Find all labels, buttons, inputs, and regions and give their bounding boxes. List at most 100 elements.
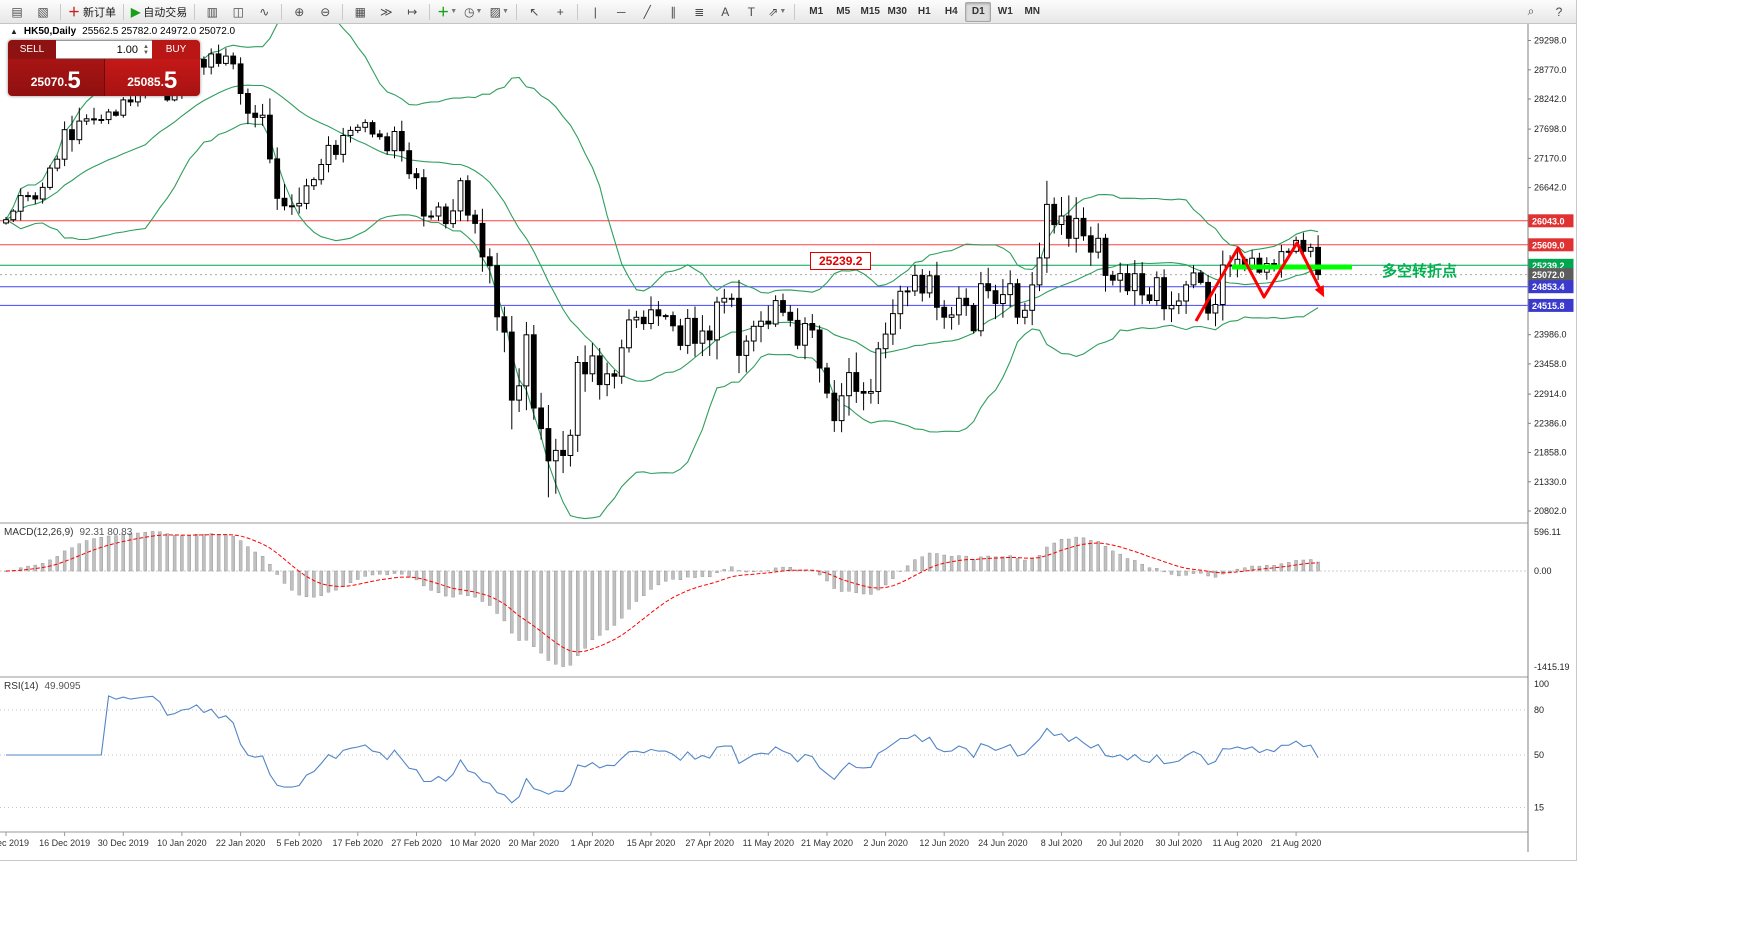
chart-shift-icon[interactable]: ↦ (399, 1, 425, 23)
auto-scroll-icon[interactable]: ≫ (373, 1, 399, 23)
zigzag-annotation[interactable] (1194, 241, 1323, 322)
indicators-icon-dropdown-icon[interactable]: ▼ (450, 8, 458, 15)
zigzag-arrowhead-icon (1314, 285, 1325, 298)
autotrading-button-label: 自动交易 (143, 6, 188, 19)
pivot-annotation-text[interactable]: 多空转折点 (1382, 263, 1458, 280)
volume-input[interactable] (56, 43, 141, 56)
toolbar-separator (429, 3, 431, 20)
timeframe-mn[interactable]: MN (1024, 6, 1041, 17)
rsi-panel (0, 695, 1528, 808)
svg-text:30 Dec 2019: 30 Dec 2019 (98, 838, 149, 848)
search-icon[interactable]: ⌕ (1527, 4, 1535, 18)
chart-canvas[interactable]: 29298.0 28770.0 28242.0 27698.0 27170.0 26642… (0, 0, 1576, 860)
vertical-line-icon: | (593, 4, 597, 19)
equidistant-channel-icon[interactable]: ∥ (660, 1, 686, 23)
label-icon: T (747, 4, 755, 19)
volume-down-icon[interactable]: ▼ (143, 49, 149, 56)
fibonacci-icon[interactable]: ≣ (686, 1, 712, 23)
autotrading-button[interactable]: ▶ 自动交易 (128, 1, 190, 23)
zoom-out-icon[interactable]: ⊖ (312, 1, 338, 23)
time-axis[interactable]: 4 Dec 2019 16 Dec 2019 30 Dec 2019 10 Jan 2… (0, 832, 1321, 848)
line-chart-icon[interactable]: ∿ (251, 1, 277, 23)
timeframe-h4[interactable]: H4 (944, 6, 958, 17)
one-click-trading-panel: SELL ▲▼ BUY 25070.5 25085.5 (8, 40, 200, 96)
volume-up-icon[interactable]: ▲ (143, 43, 149, 50)
toolbar-separator (60, 3, 61, 20)
timeframe-group: M1 M5 M15 M30 H1 H4 D1 W1 MN (803, 1, 1045, 22)
toolbar-separator (516, 3, 518, 20)
timeframe-d1[interactable]: D1 (965, 1, 992, 22)
sell-price-big-digit: 5 (67, 67, 81, 94)
svg-text:23458.0: 23458.0 (1534, 359, 1567, 369)
chart-header: ▲ HK50,Daily 25562.5 25782.0 24972.0 250… (10, 26, 235, 37)
bar-chart-icon[interactable]: ▥ (199, 1, 225, 23)
timeframe-m5[interactable]: M5 (836, 6, 851, 17)
bollinger-lower-band[interactable] (5, 122, 1319, 520)
tile-windows-icon[interactable]: ▦ (347, 1, 373, 23)
new-chart-icon[interactable]: ▧ (30, 1, 56, 23)
indicators-icon[interactable]: ＋ ▼ (434, 1, 460, 23)
label-icon[interactable]: T (738, 1, 764, 23)
svg-text:2 Jun 2020: 2 Jun 2020 (863, 838, 908, 848)
periods-icon[interactable]: ◷ ▼ (460, 1, 486, 23)
sell-price: 25070. (30, 75, 68, 89)
bollinger-upper-band[interactable] (5, 5, 1319, 294)
price-level-label[interactable]: 25239.2 (810, 252, 872, 270)
svg-text:26043.0: 26043.0 (1532, 216, 1565, 226)
svg-text:21330.0: 21330.0 (1534, 477, 1567, 487)
crosshair-icon[interactable]: + (547, 1, 573, 23)
volume-stepper[interactable]: ▲ ▼ (140, 44, 152, 56)
arrows-icon[interactable]: ⇗ ▼ (764, 1, 790, 23)
arrows-icon-dropdown-icon[interactable]: ▼ (779, 8, 787, 15)
templates-icon-dropdown-icon[interactable]: ▼ (501, 8, 509, 15)
crosshair-icon: + (556, 4, 564, 19)
rsi-line[interactable] (6, 695, 1319, 804)
svg-text:-1415.19: -1415.19 (1534, 662, 1570, 672)
zoom-in-icon[interactable]: ⊕ (286, 1, 312, 23)
sell-button[interactable]: 25070. 5 (8, 59, 104, 96)
svg-text:23986.0: 23986.0 (1534, 330, 1567, 340)
sell-header[interactable]: SELL (8, 40, 56, 59)
svg-text:22914.0: 22914.0 (1534, 389, 1567, 399)
timeframe-m15[interactable]: M15 (860, 6, 880, 17)
terminal-window: ▤ ▧ ＋新订单 ▶ 自动交易 ▥ ◫ ∿ ⊕ ⊖ ▦ ≫ ↦ ＋ ▼ ◷ ▼ ▨ ▼ ↖ + | ─ ╱ ∥ ≣ A T ⇗ ▼ M1 M5… (0, 0, 1577, 861)
candlestick-chart-icon[interactable]: ◫ (225, 1, 251, 23)
timeframe-w1[interactable]: W1 (997, 6, 1013, 17)
svg-text:10 Jan 2020: 10 Jan 2020 (157, 838, 207, 848)
vertical-line-icon[interactable]: | (582, 1, 608, 23)
market-watch-icon[interactable]: ▤ (4, 1, 30, 23)
chart-window: 29298.0 28770.0 28242.0 27698.0 27170.0 26642… (0, 0, 1576, 860)
horizontal-line-icon[interactable]: ─ (608, 1, 634, 23)
svg-text:29298.0: 29298.0 (1534, 36, 1567, 46)
timeframe-h1[interactable]: H1 (917, 6, 931, 17)
svg-text:20 Jul 2020: 20 Jul 2020 (1097, 838, 1144, 848)
svg-text:27 Feb 2020: 27 Feb 2020 (391, 838, 442, 848)
chart-shift-icon: ↦ (407, 4, 418, 19)
templates-icon[interactable]: ▨ ▼ (486, 1, 512, 23)
new-order-button[interactable]: ＋新订单 (65, 1, 119, 23)
timeframe-m1[interactable]: M1 (809, 6, 824, 17)
text-icon[interactable]: A (712, 1, 738, 23)
bollinger-middle-band[interactable] (5, 84, 1319, 382)
svg-text:0.00: 0.00 (1534, 566, 1552, 576)
toolbar-separator (794, 3, 796, 20)
cursor-icon[interactable]: ↖ (521, 1, 547, 23)
new-order-button-label: 新订单 (83, 6, 117, 19)
toolbar-separator (123, 3, 125, 20)
buy-header[interactable]: BUY (152, 40, 200, 59)
price-badge-25072.0 (1528, 268, 1574, 282)
buy-button[interactable]: 25085. 5 (103, 59, 200, 96)
help-icon[interactable]: ? (1555, 4, 1563, 19)
candlestick-chart-icon: ◫ (232, 4, 244, 19)
svg-text:27170.0: 27170.0 (1534, 153, 1567, 163)
svg-text:596.11: 596.11 (1534, 527, 1561, 537)
one-click-collapse-icon[interactable]: ▲ (10, 27, 18, 36)
chart-symbol-period: HK50,Daily (23, 26, 77, 37)
bollinger-bands[interactable] (5, 5, 1319, 520)
periods-icon-dropdown-icon[interactable]: ▼ (475, 8, 483, 15)
timeframe-m30[interactable]: M30 (887, 6, 907, 17)
macd-signal-line[interactable] (5, 534, 1319, 653)
chart-ohlc-readout: 25562.5 25782.0 24972.0 25072.0 (82, 26, 236, 37)
new-chart-icon: ▧ (37, 4, 49, 19)
trendline-icon[interactable]: ╱ (634, 1, 660, 23)
